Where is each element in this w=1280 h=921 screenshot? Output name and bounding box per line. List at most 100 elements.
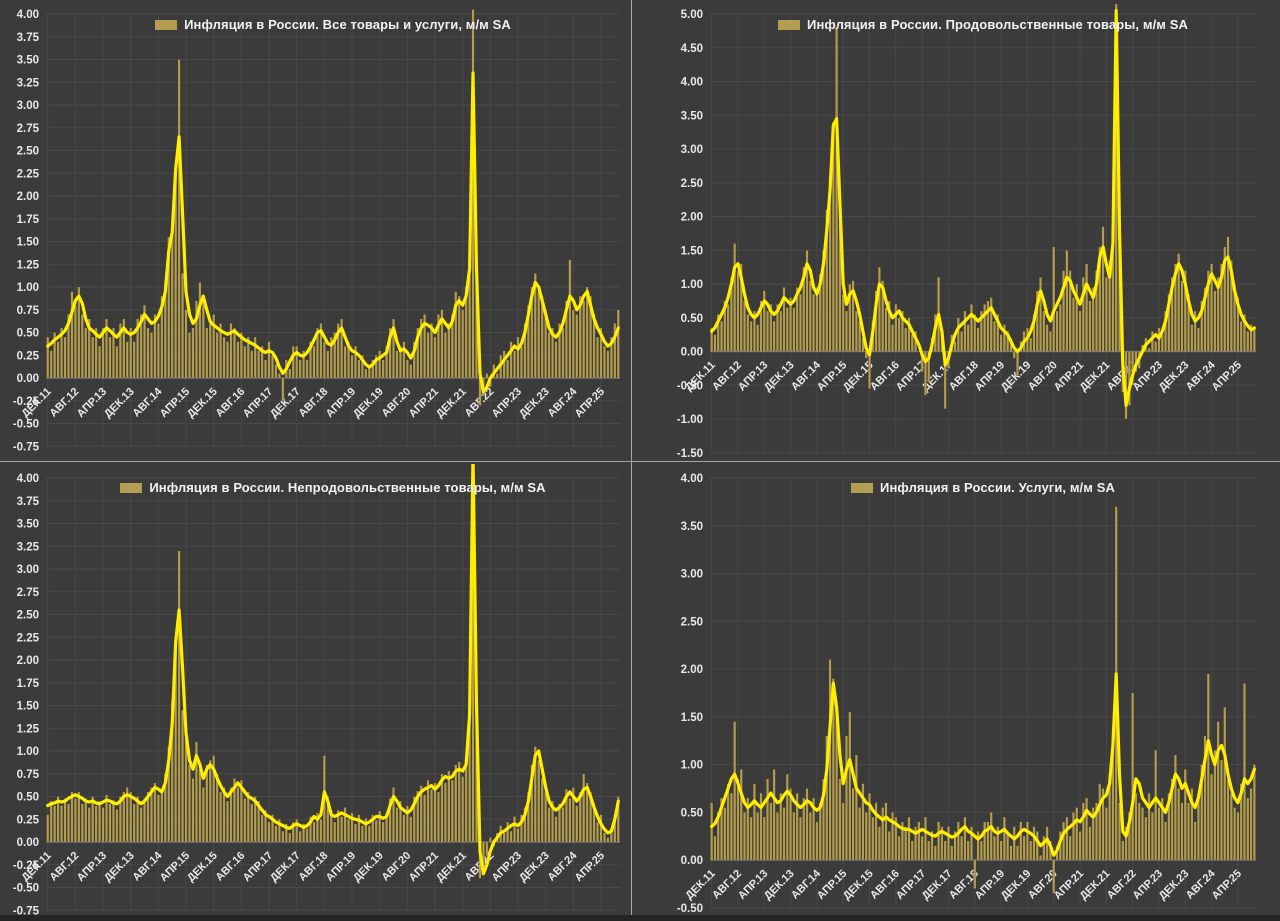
svg-text:1.00: 1.00 xyxy=(17,746,39,758)
svg-text:ДЕК.21: ДЕК.21 xyxy=(1078,868,1113,903)
svg-text:3.50: 3.50 xyxy=(17,55,39,67)
svg-text:ДЕК.23: ДЕК.23 xyxy=(1157,868,1192,903)
svg-text:4.00: 4.00 xyxy=(681,473,703,485)
svg-text:0.75: 0.75 xyxy=(17,769,40,781)
svg-text:3.00: 3.00 xyxy=(17,100,39,112)
svg-text:2.75: 2.75 xyxy=(17,123,40,135)
svg-text:-0.25: -0.25 xyxy=(13,396,40,408)
svg-text:0.25: 0.25 xyxy=(17,350,40,362)
chart-panel-nonfood: 4.00 3.75 3.50 3.25 3.00 2.75 2.50 2.25 2.00 1.75… xyxy=(0,462,631,921)
svg-text:ДЕК.13: ДЕК.13 xyxy=(102,386,137,421)
chart-panel-all-goods-services: 4.00 3.75 3.50 3.25 3.00 2.75 2.50 2.25 2.00 1.75… xyxy=(0,0,631,461)
svg-text:ДЕК.21: ДЕК.21 xyxy=(434,386,469,421)
svg-text:1.50: 1.50 xyxy=(17,701,39,713)
svg-text:2.25: 2.25 xyxy=(17,168,40,180)
svg-text:3.00: 3.00 xyxy=(17,564,39,576)
svg-text:2.00: 2.00 xyxy=(681,212,703,224)
svg-text:0.75: 0.75 xyxy=(17,305,40,317)
svg-text:АПР.25: АПР.25 xyxy=(1210,868,1244,902)
svg-text:3.50: 3.50 xyxy=(17,519,39,531)
svg-text:ДЕК.13: ДЕК.13 xyxy=(762,359,797,394)
svg-text:3.00: 3.00 xyxy=(681,144,703,156)
svg-text:1.00: 1.00 xyxy=(681,760,703,772)
svg-text:1.75: 1.75 xyxy=(17,678,40,690)
svg-text:2.00: 2.00 xyxy=(17,191,39,203)
svg-text:3.00: 3.00 xyxy=(681,569,703,581)
svg-text:ДЕК.21: ДЕК.21 xyxy=(1078,359,1113,394)
svg-text:ДЕК.23: ДЕК.23 xyxy=(1157,359,1192,394)
svg-text:ДЕК.15: ДЕК.15 xyxy=(185,386,220,421)
svg-text:-0.50: -0.50 xyxy=(677,380,703,392)
chart-title-services: Инфляция в России. Услуги, м/м SA xyxy=(880,480,1115,495)
chart-canvas-services: 4.00 3.50 3.00 2.50 2.00 1.50 1.00 0.50 0.00 -0.5… xyxy=(677,473,1257,915)
svg-text:3.25: 3.25 xyxy=(17,541,40,553)
svg-text:ДЕК.23: ДЕК.23 xyxy=(517,386,552,421)
svg-text:АПР.25: АПР.25 xyxy=(573,386,607,420)
svg-text:ДЕК.19: ДЕК.19 xyxy=(999,868,1034,903)
svg-text:ДЕК.15: ДЕК.15 xyxy=(841,868,876,903)
svg-text:1.00: 1.00 xyxy=(681,279,703,291)
svg-text:0.50: 0.50 xyxy=(681,313,703,325)
chart-canvas-nonfood: 4.00 3.75 3.50 3.25 3.00 2.75 2.50 2.25 2.00 1.75… xyxy=(13,464,620,917)
svg-text:ДЕК.13: ДЕК.13 xyxy=(102,850,137,885)
svg-text:АПР.25: АПР.25 xyxy=(1210,359,1244,393)
svg-text:0.50: 0.50 xyxy=(17,792,39,804)
svg-text:1.25: 1.25 xyxy=(17,259,40,271)
svg-text:2.75: 2.75 xyxy=(17,587,40,599)
chart-panel-food: 5.00 4.50 4.00 3.50 3.00 2.50 2.00 1.50 1.00 0.50… xyxy=(632,0,1280,461)
svg-text:2.50: 2.50 xyxy=(681,616,703,628)
svg-text:3.75: 3.75 xyxy=(17,496,40,508)
legend-bar-swatch-icon xyxy=(778,19,801,30)
svg-text:1.25: 1.25 xyxy=(17,723,40,735)
legend-bar-swatch-icon xyxy=(120,482,143,493)
svg-text:АПР.25: АПР.25 xyxy=(573,850,607,884)
svg-text:0.50: 0.50 xyxy=(17,328,39,340)
svg-text:3.50: 3.50 xyxy=(681,521,703,533)
svg-text:ДЕК.15: ДЕК.15 xyxy=(185,850,220,885)
svg-text:0.00: 0.00 xyxy=(17,837,39,849)
svg-text:-0.25: -0.25 xyxy=(13,860,40,872)
svg-text:ДЕК.17: ДЕК.17 xyxy=(268,386,303,421)
chart-canvas-food: 5.00 4.50 4.00 3.50 3.00 2.50 2.00 1.50 1.00 0.50… xyxy=(677,3,1257,460)
svg-text:2.00: 2.00 xyxy=(681,664,703,676)
svg-text:3.50: 3.50 xyxy=(681,110,703,122)
svg-text:0.00: 0.00 xyxy=(681,855,703,867)
svg-text:ДЕК.13: ДЕК.13 xyxy=(762,868,797,903)
svg-text:0.00: 0.00 xyxy=(17,373,39,385)
svg-text:3.25: 3.25 xyxy=(17,77,40,89)
svg-text:4.00: 4.00 xyxy=(17,473,39,485)
svg-text:-0.50: -0.50 xyxy=(13,883,39,895)
svg-text:3.75: 3.75 xyxy=(17,32,40,44)
svg-text:1.75: 1.75 xyxy=(17,214,40,226)
chart-canvas-all-goods-services: 4.00 3.75 3.50 3.25 3.00 2.75 2.50 2.25 2.00 1.75… xyxy=(13,9,620,453)
svg-text:-1.50: -1.50 xyxy=(677,448,703,460)
svg-text:0.00: 0.00 xyxy=(681,347,703,359)
svg-text:4.00: 4.00 xyxy=(681,77,703,89)
svg-text:ДЕК.17: ДЕК.17 xyxy=(268,850,303,885)
svg-text:ДЕК.19: ДЕК.19 xyxy=(351,850,386,885)
svg-text:1.50: 1.50 xyxy=(681,712,703,724)
legend-bar-swatch-icon xyxy=(851,482,874,493)
chart-title-nonfood: Инфляция в России. Непродовольственные т… xyxy=(149,480,546,495)
svg-text:2.50: 2.50 xyxy=(17,146,39,158)
svg-text:-1.00: -1.00 xyxy=(677,414,703,426)
svg-text:0.50: 0.50 xyxy=(681,807,703,819)
svg-text:ДЕК.23: ДЕК.23 xyxy=(517,850,552,885)
svg-text:ДЕК.17: ДЕК.17 xyxy=(920,868,955,903)
svg-text:4.50: 4.50 xyxy=(681,43,703,55)
legend-bar-swatch-icon xyxy=(155,19,178,30)
svg-text:ДЕК.21: ДЕК.21 xyxy=(434,850,469,885)
svg-text:-0.75: -0.75 xyxy=(13,441,40,453)
svg-text:-0.75: -0.75 xyxy=(13,905,40,917)
svg-text:1.50: 1.50 xyxy=(17,237,39,249)
bottom-border-strip xyxy=(0,915,1280,921)
svg-text:5.00: 5.00 xyxy=(681,9,703,21)
svg-text:2.50: 2.50 xyxy=(681,178,703,190)
svg-text:ДЕК.19: ДЕК.19 xyxy=(351,386,386,421)
svg-text:1.00: 1.00 xyxy=(17,282,39,294)
chart-title-all-goods-services: Инфляция в России. Все товары и услуги, … xyxy=(184,17,511,32)
svg-text:-0.50: -0.50 xyxy=(677,903,703,915)
svg-text:1.50: 1.50 xyxy=(681,245,703,257)
svg-text:2.50: 2.50 xyxy=(17,610,39,622)
